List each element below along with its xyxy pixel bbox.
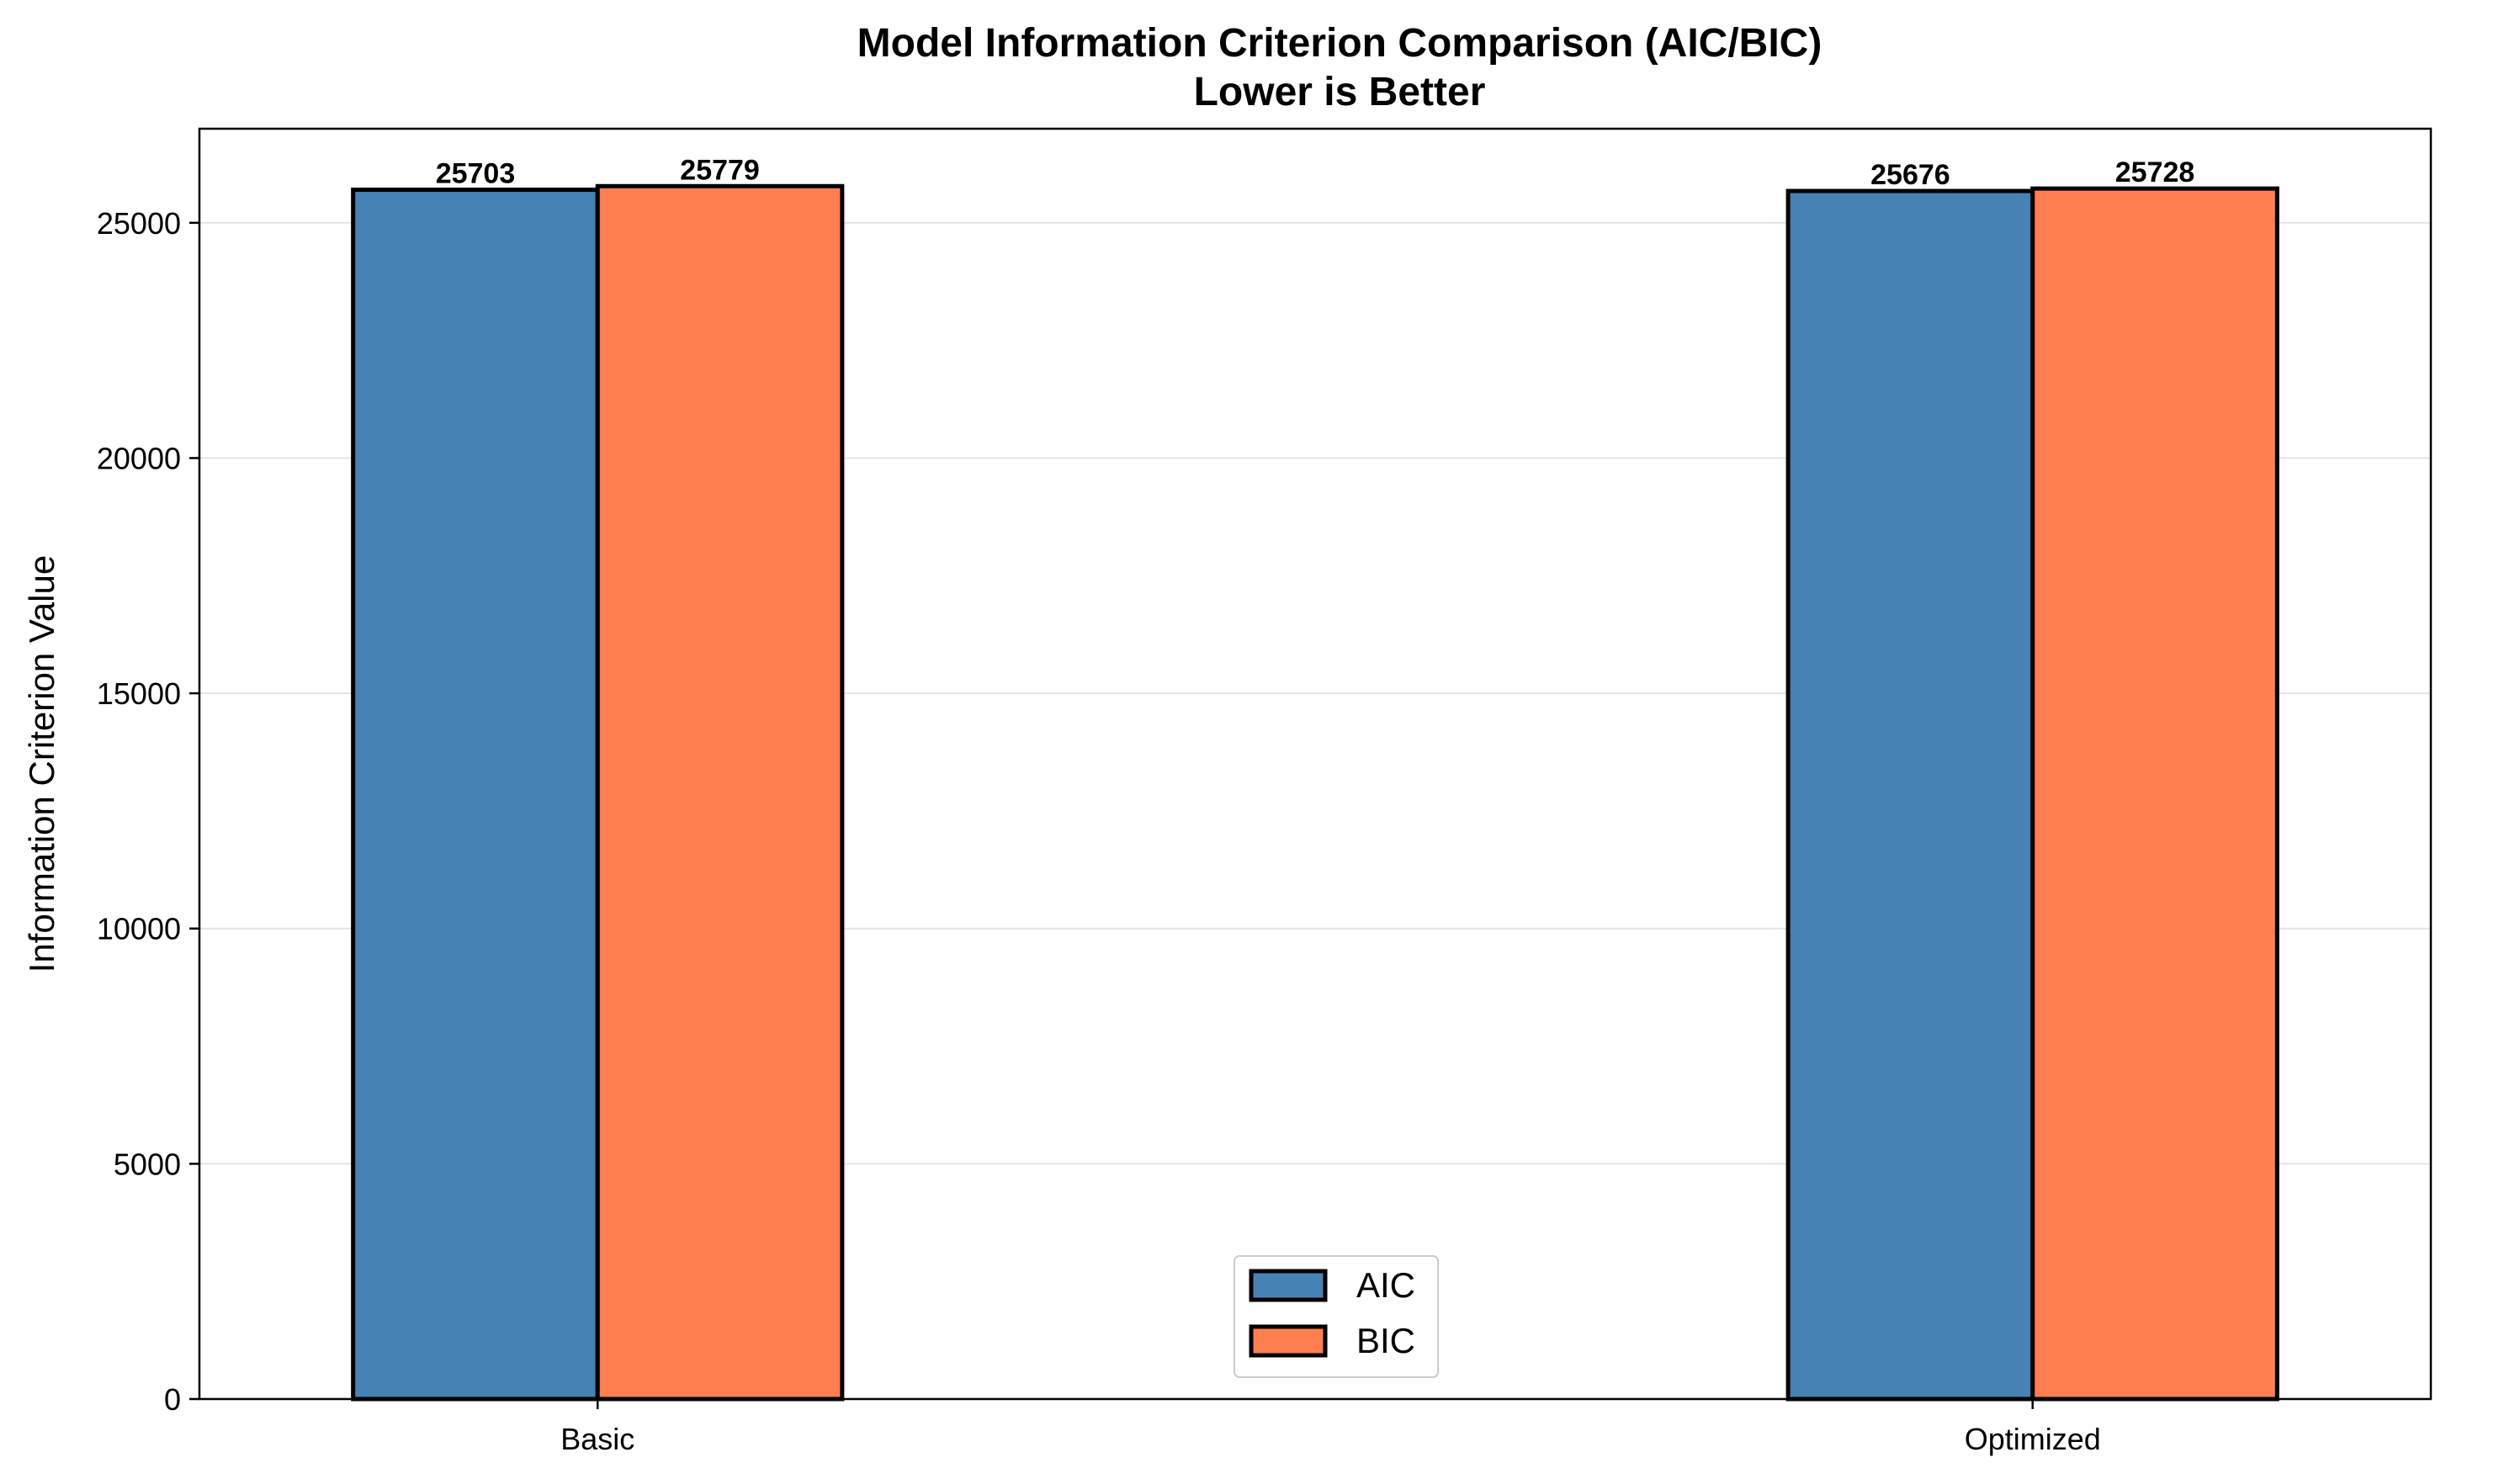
bar-aic-optimized bbox=[1785, 188, 2035, 1402]
bar-value-label: 25728 bbox=[2115, 156, 2195, 188]
legend-swatch-bic bbox=[1249, 1324, 1328, 1358]
bar-value-label: 25703 bbox=[436, 158, 516, 190]
y-axis: 0 5000 10000 15000 20000 25000 bbox=[97, 206, 199, 1417]
y-axis-label: Information Criterion Value bbox=[22, 555, 61, 973]
plot-area bbox=[198, 127, 2433, 1401]
legend: AIC BIC bbox=[1234, 1255, 1439, 1378]
y-tick-label: 0 bbox=[164, 1382, 181, 1417]
y-tick-label: 20000 bbox=[97, 441, 181, 475]
x-tick-label: Optimized bbox=[1965, 1422, 2101, 1456]
legend-label-aic: AIC bbox=[1356, 1265, 1415, 1305]
bar-bic-optimized bbox=[2030, 186, 2279, 1402]
chart-subtitle: Lower is Better bbox=[1194, 70, 1486, 114]
y-tick-label: 25000 bbox=[97, 206, 181, 241]
bar-bic-basic bbox=[595, 183, 845, 1402]
y-tick-label: 10000 bbox=[97, 912, 181, 946]
legend-label-bic: BIC bbox=[1356, 1321, 1415, 1360]
legend-swatch-aic bbox=[1249, 1269, 1328, 1302]
chart-title: Model Information Criterion Comparison (… bbox=[857, 21, 1823, 66]
y-tick-label: 5000 bbox=[114, 1147, 181, 1181]
bars bbox=[351, 183, 2279, 1402]
bar-value-labels: 25703 25779 25676 25728 bbox=[436, 154, 2195, 191]
y-tick-label: 15000 bbox=[97, 676, 181, 711]
bar-aic-basic bbox=[351, 188, 600, 1402]
x-tick-label: Basic bbox=[560, 1422, 634, 1456]
bar-value-label: 25779 bbox=[680, 154, 760, 186]
x-axis: Basic Optimized bbox=[560, 1399, 2101, 1456]
bar-value-label: 25676 bbox=[1870, 159, 1950, 191]
